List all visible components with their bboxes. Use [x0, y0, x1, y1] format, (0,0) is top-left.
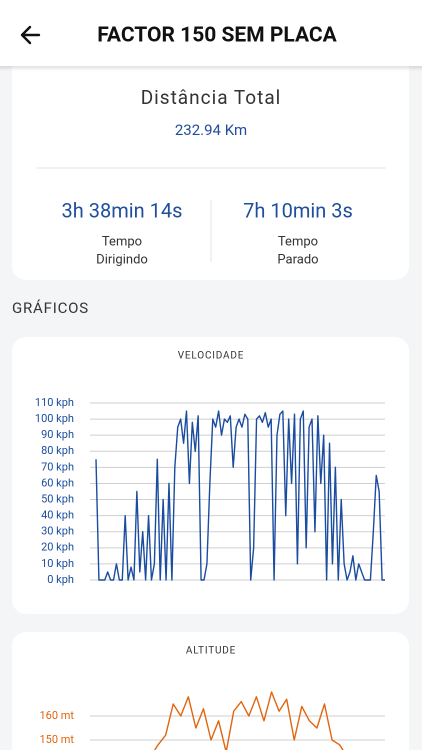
chart-title: ALTITUDE: [186, 646, 236, 657]
driving-label: Tempo: [102, 234, 142, 249]
y-tick-label: 160 mt: [39, 709, 74, 722]
y-tick-label: 10 kph: [41, 557, 74, 570]
driving-label: Dirigindo: [96, 252, 148, 267]
data-line: [153, 691, 344, 750]
distance-value: 232.94 Km: [175, 121, 247, 139]
stopped-time: 7h 10min 3s: [243, 198, 353, 222]
y-tick-label: 150 mt: [39, 733, 74, 746]
section-title: GRÁFICOS: [12, 299, 89, 317]
y-tick-label: 70 kph: [41, 460, 74, 473]
y-tick-label: 0 kph: [47, 573, 74, 586]
app-bar: [0, 0, 422, 66]
chart-title: VELOCIDADE: [178, 351, 244, 362]
y-tick-label: 40 kph: [41, 509, 74, 522]
stopped-label: Parado: [277, 252, 318, 267]
y-tick-label: 90 kph: [41, 428, 74, 441]
app-bar-shadow: [0, 66, 422, 71]
y-tick-label: 50 kph: [41, 492, 74, 505]
back-arrow[interactable]: [20, 25, 41, 45]
page-title: FACTOR 150 SEM PLACA: [97, 24, 337, 48]
y-tick-label: 60 kph: [41, 476, 74, 489]
driving-time: 3h 38min 14s: [62, 198, 183, 222]
y-tick-label: 100 kph: [35, 412, 74, 425]
stopped-label: Tempo: [278, 234, 318, 249]
y-tick-label: 80 kph: [41, 444, 74, 457]
back-button[interactable]: [12, 18, 48, 52]
summary-card: [12, 50, 409, 280]
y-tick-label: 20 kph: [41, 541, 74, 554]
y-tick-label: 30 kph: [41, 525, 74, 538]
distance-label: Distância Total: [141, 86, 282, 109]
y-tick-label: 110 kph: [35, 396, 74, 409]
data-line: [95, 410, 385, 581]
